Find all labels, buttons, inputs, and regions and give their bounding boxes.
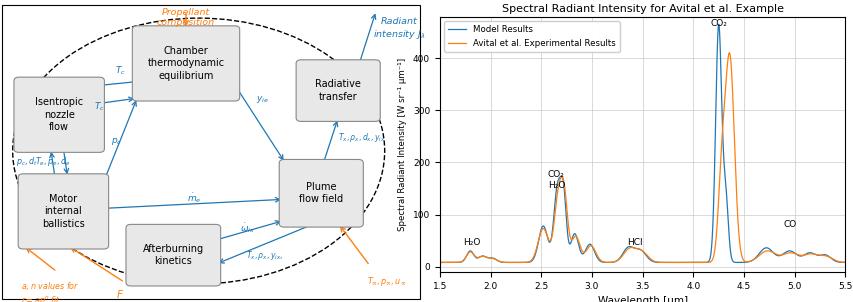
FancyBboxPatch shape	[279, 159, 363, 227]
FancyBboxPatch shape	[132, 26, 240, 101]
Model Results	[839, 261, 850, 264]
Avital et al. Experimental Results	[589, 250, 600, 253]
Text: $F$: $F$	[116, 288, 125, 300]
Text: $T_x, \rho_x, d_x, y_{ix}$: $T_x, \rho_x, d_x, y_{ix}$	[337, 131, 385, 144]
FancyBboxPatch shape	[14, 77, 104, 152]
Text: Propellant
composition: Propellant composition	[157, 8, 215, 27]
Text: $T_c$: $T_c$	[115, 65, 125, 77]
Model Results	[504, 261, 514, 264]
Text: Chamber
thermodynamic
equilibrium: Chamber thermodynamic equilibrium	[148, 46, 224, 81]
Text: Plume
flow field: Plume flow field	[299, 182, 343, 204]
Text: $a, n$ values for
$r = ap_c^n$ fit: $a, n$ values for $r = ap_c^n$ fit	[21, 280, 79, 302]
Text: CO₂
H₂O: CO₂ H₂O	[547, 170, 565, 190]
FancyBboxPatch shape	[126, 224, 220, 286]
Text: $T_e, p_e, d_e$: $T_e, p_e, d_e$	[35, 155, 71, 168]
Avital et al. Experimental Results	[434, 261, 444, 264]
Line: Avital et al. Experimental Results: Avital et al. Experimental Results	[439, 53, 844, 262]
Title: Spectral Radiant Intensity for Avital et al. Example: Spectral Radiant Intensity for Avital et…	[501, 5, 783, 14]
Model Results	[434, 261, 444, 264]
Text: $T_c$: $T_c$	[94, 101, 105, 114]
Model Results	[683, 261, 693, 264]
FancyBboxPatch shape	[296, 60, 380, 121]
Avital et al. Experimental Results	[788, 252, 798, 255]
Text: $T_x, \rho_x, y_{ix},$: $T_x, \rho_x, y_{ix},$	[246, 249, 282, 262]
Avital et al. Experimental Results	[480, 255, 490, 259]
Text: Motor
internal
ballistics: Motor internal ballistics	[42, 194, 84, 229]
Text: Isentropic
nozzle
flow: Isentropic nozzle flow	[35, 97, 83, 132]
Text: $\dot{\omega}_{ix}$: $\dot{\omega}_{ix}$	[240, 221, 254, 235]
X-axis label: Wavelength [μm]: Wavelength [μm]	[597, 296, 687, 302]
Legend: Model Results, Avital et al. Experimental Results: Model Results, Avital et al. Experimenta…	[444, 21, 619, 52]
Model Results	[788, 251, 798, 255]
Model Results	[713, 22, 723, 26]
Text: Radiant
intensity $J_\lambda$: Radiant intensity $J_\lambda$	[373, 17, 425, 40]
Text: Afterburning
kinetics: Afterburning kinetics	[142, 244, 204, 266]
Avital et al. Experimental Results	[685, 261, 695, 264]
Text: CO: CO	[782, 220, 795, 229]
Text: CO₂: CO₂	[710, 19, 726, 28]
Text: Radiative
transfer: Radiative transfer	[315, 79, 361, 102]
FancyBboxPatch shape	[18, 174, 108, 249]
Text: $\dot{m}_e$: $\dot{m}_e$	[187, 191, 201, 204]
Avital et al. Experimental Results	[504, 261, 514, 264]
Model Results	[607, 260, 618, 264]
Avital et al. Experimental Results	[607, 260, 618, 264]
Avital et al. Experimental Results	[839, 261, 850, 264]
Line: Model Results: Model Results	[439, 24, 844, 262]
Text: $p_c, d_t$: $p_c, d_t$	[16, 155, 38, 168]
Model Results	[589, 252, 600, 255]
Text: HCl: HCl	[626, 238, 641, 247]
Model Results	[480, 255, 490, 259]
Avital et al. Experimental Results	[723, 51, 734, 55]
Text: H₂O: H₂O	[463, 238, 480, 247]
Model Results	[832, 260, 842, 264]
Y-axis label: Spectral Radiant Intensity [W sr⁻¹ μm⁻¹]: Spectral Radiant Intensity [W sr⁻¹ μm⁻¹]	[397, 58, 407, 231]
Text: $p_c$: $p_c$	[111, 137, 122, 147]
Avital et al. Experimental Results	[832, 259, 842, 263]
Text: $y_{ie}$: $y_{ie}$	[255, 94, 268, 105]
Text: $T_\infty, p_\infty, u_\infty$: $T_\infty, p_\infty, u_\infty$	[367, 275, 406, 288]
